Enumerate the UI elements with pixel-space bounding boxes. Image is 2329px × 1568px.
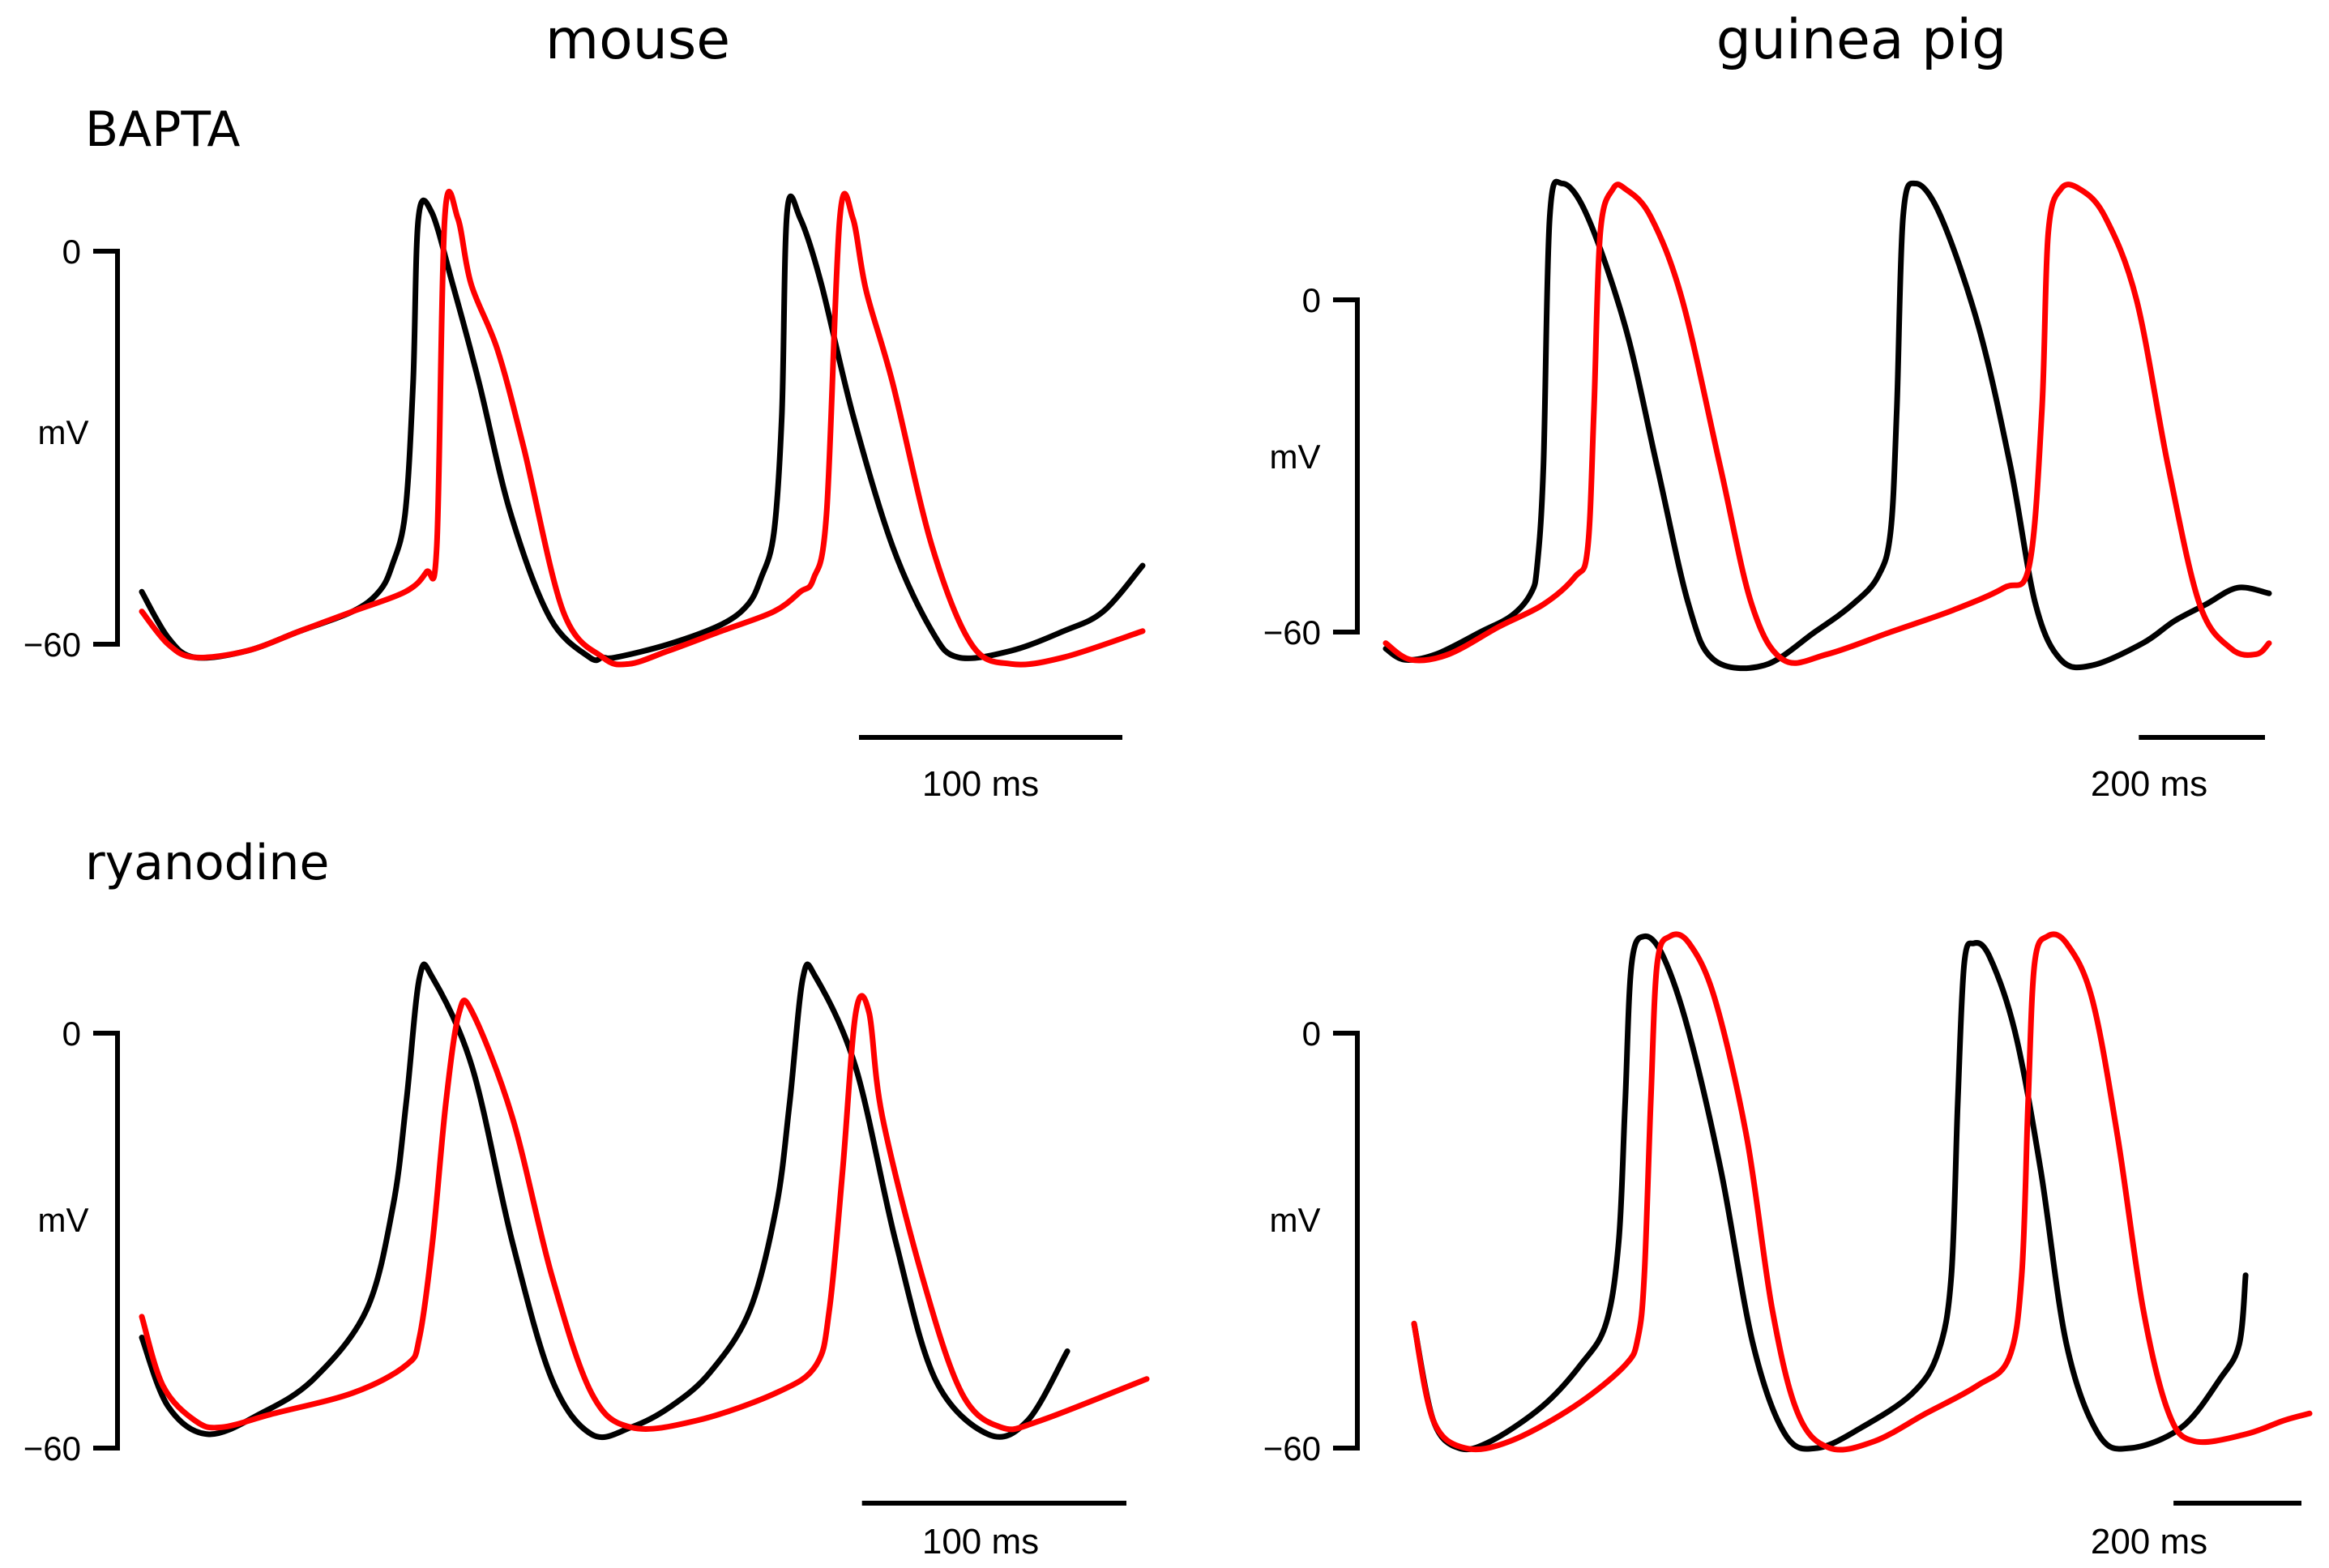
trace-guinea-pig-ryanodine-treated <box>1411 931 2313 1453</box>
y-tick-label-bottom: −60 <box>24 626 81 664</box>
y-tick-label-top: 0 <box>62 1015 81 1053</box>
panel-mouse-bapta: 0 −60 mV 100 ms <box>24 189 1146 804</box>
column-title-guinea-pig: guinea pig <box>1716 8 2007 72</box>
y-axis-label: mV <box>38 413 89 451</box>
y-axis-label: mV <box>38 1201 89 1239</box>
trace-mouse-ryanodine-control <box>139 961 1070 1441</box>
column-title-mouse: mouse <box>545 8 730 72</box>
y-tick-label-top: 0 <box>1302 1015 1321 1053</box>
y-tick-label-bottom: −60 <box>24 1429 81 1468</box>
y-axis-label: mV <box>1270 438 1321 476</box>
trace-guinea-pig-bapta-control <box>1382 178 2272 672</box>
panel-guinea-pig-ryanodine: 0 −60 mV 200 ms <box>1263 931 2313 1562</box>
time-scale-bar-label: 200 ms <box>2091 1522 2207 1562</box>
y-tick-label-top: 0 <box>62 233 81 271</box>
y-tick-label-bottom: −60 <box>1263 613 1321 652</box>
trace-mouse-bapta-treated <box>139 189 1146 668</box>
trace-mouse-bapta-control <box>139 194 1146 664</box>
trace-guinea-pig-bapta-treated <box>1382 182 2272 666</box>
time-scale-bar-label: 100 ms <box>922 1522 1039 1562</box>
trace-mouse-ryanodine-treated <box>139 993 1150 1433</box>
row-title-ryanodine: ryanodine <box>85 835 329 891</box>
trace-guinea-pig-ryanodine-control <box>1411 933 2249 1453</box>
time-scale-bar-label: 100 ms <box>922 764 1039 804</box>
panel-guinea-pig-bapta: 0 −60 mV 200 ms <box>1263 178 2272 804</box>
y-tick-label-bottom: −60 <box>1263 1429 1321 1468</box>
panel-mouse-ryanodine: 0 −60 mV 100 ms <box>24 961 1150 1562</box>
y-axis-label: mV <box>1270 1201 1321 1239</box>
y-tick-label-top: 0 <box>1302 281 1321 319</box>
row-title-bapta: BAPTA <box>85 101 240 158</box>
time-scale-bar-label: 200 ms <box>2091 764 2207 804</box>
